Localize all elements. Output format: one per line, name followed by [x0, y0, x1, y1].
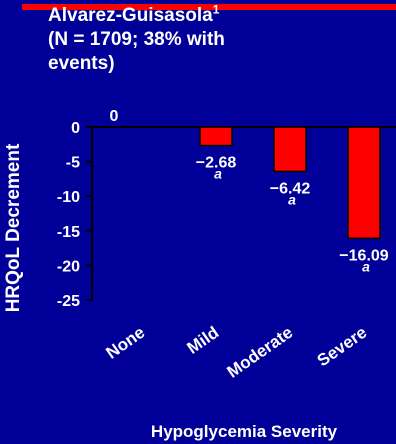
value-label-severe: −16.09: [339, 247, 388, 264]
x-tick-label-none: None: [103, 323, 149, 363]
y-axis-label: HRQoL Decrement: [3, 143, 24, 312]
header-line-3: events): [48, 53, 115, 74]
value-labels: 0−2.68a−6.42a−16.09a: [110, 108, 389, 274]
bar-moderate: [273, 126, 307, 173]
axes: [91, 126, 396, 300]
y-tick-label: -5: [66, 155, 80, 172]
x-tick-label-mild: Mild: [184, 323, 223, 358]
header-line-2: (N = 1709; 38% with: [48, 29, 225, 50]
bars: [199, 126, 381, 240]
bar-mild: [199, 126, 233, 147]
top-red-rule: [22, 4, 396, 10]
significance-mark-mild: a: [214, 166, 222, 182]
y-tick-label: -15: [57, 224, 80, 241]
x-tick-label-severe: Severe: [314, 323, 371, 371]
header-line-1: Alvarez-Guisasola1: [48, 4, 338, 28]
x-tick-label-moderate: Moderate: [223, 323, 296, 382]
value-label-none: 0: [110, 108, 119, 125]
y-tick-label: 0: [71, 120, 80, 137]
header-footnote-mark: 1: [212, 2, 220, 17]
significance-mark-moderate: a: [288, 191, 296, 207]
y-tick-label: -25: [57, 293, 80, 310]
chart-header: Alvarez-Guisasola1 (N = 1709; 38% with e…: [48, 4, 338, 76]
y-tick-label: -10: [57, 189, 80, 206]
y-tick-label: -20: [57, 258, 80, 275]
significance-mark-severe: a: [362, 258, 370, 274]
bar-severe: [347, 126, 381, 240]
header-author: Alvarez-Guisasola: [48, 5, 213, 26]
y-ticks: 0 -5 -10 -15 -20 -25: [57, 120, 92, 310]
x-tick-labels: None Mild Moderate Severe: [103, 323, 371, 382]
value-label-moderate: −6.42: [270, 180, 311, 197]
value-label-mild: −2.68: [196, 155, 237, 172]
x-axis-label: Hypoglycemia Severity: [151, 422, 338, 441]
